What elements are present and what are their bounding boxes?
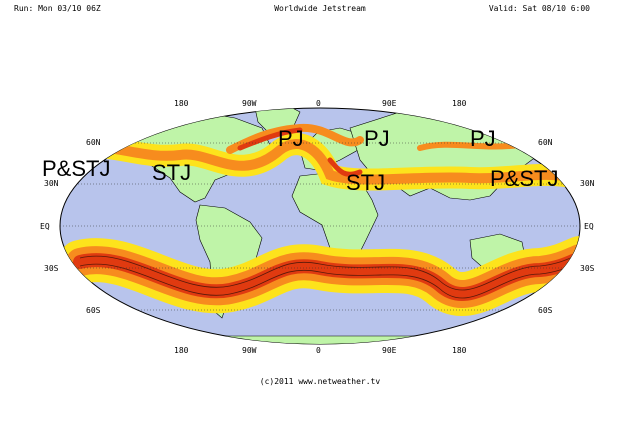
lon-label: 0 (316, 346, 321, 355)
lat-label: EQ (40, 222, 50, 231)
lat-label: 30N (580, 179, 595, 188)
lon-label: 180 (452, 346, 467, 355)
lon-label: 90W (242, 99, 257, 108)
lon-label: 180 (174, 99, 189, 108)
lon-label: 0 (316, 99, 321, 108)
longitude-labels-bottom: 180 90W 0 90E 180 (174, 346, 467, 355)
lon-label: 90E (382, 346, 397, 355)
lon-label: 90E (382, 99, 397, 108)
lat-label: 30S (44, 264, 59, 273)
jet-label: PJ (470, 126, 496, 151)
lon-label: 90W (242, 346, 257, 355)
latitude-labels-left: 60N 30N EQ 30S 60S (40, 138, 101, 315)
lat-label: 60N (86, 138, 101, 147)
jet-label: PJ (364, 126, 390, 151)
run-time-label: Run: Mon 03/10 06Z (14, 4, 101, 13)
jet-label: STJ (346, 170, 385, 195)
lat-label: EQ (584, 222, 594, 231)
copyright-credit: (c)2011 www.netweather.tv (259, 377, 381, 386)
lat-label: 60S (538, 306, 553, 315)
jet-label: P&STJ (42, 156, 110, 181)
jet-labels: P&STJ STJ PJ PJ STJ PJ P&STJ (42, 126, 558, 195)
map-title: Worldwide Jetstream (274, 4, 366, 13)
lat-label: 30N (44, 179, 59, 188)
longitude-labels-top: 180 90W 0 90E 180 (174, 99, 467, 108)
jet-strong-cores (73, 127, 580, 302)
jet-label: STJ (152, 160, 191, 185)
lat-label: 60N (538, 138, 553, 147)
latitude-labels-right: 60N 30N EQ 30S 60S (538, 138, 595, 315)
jet-label: P&STJ (490, 166, 558, 191)
lon-label: 180 (174, 346, 189, 355)
lat-label: 30S (580, 264, 595, 273)
jet-label: PJ (278, 126, 304, 151)
valid-time-label: Valid: Sat 08/10 6:00 (488, 4, 590, 13)
lat-label: 60S (86, 306, 101, 315)
southern-jet-contours (79, 253, 580, 299)
lon-label: 180 (452, 99, 467, 108)
